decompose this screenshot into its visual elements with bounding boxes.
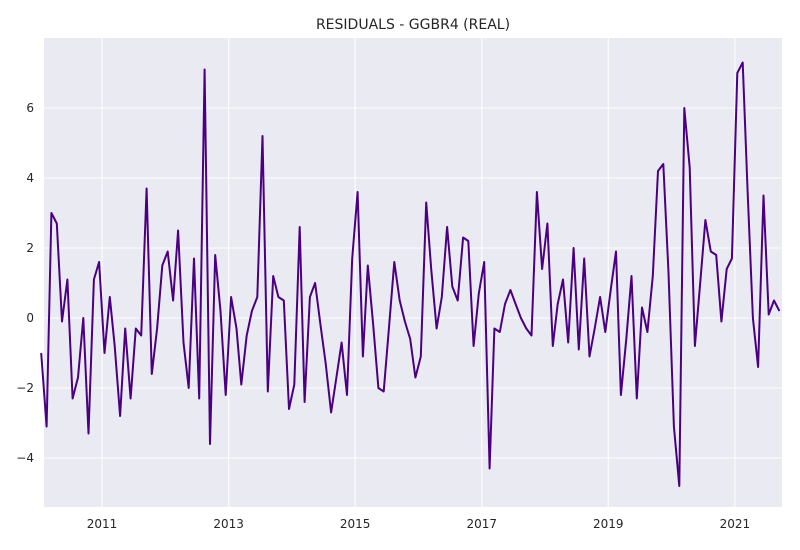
x-axis-ticks: 2011 2013 2015 2017 2019 2021 [87,517,750,531]
x-tick-label: 2015 [340,517,371,531]
x-tick-label: 2019 [593,517,624,531]
x-tick-label: 2021 [720,517,751,531]
y-tick-label: −2 [16,381,34,395]
chart-title: RESIDUALS - GGBR4 (REAL) [316,17,510,33]
series-line [40,61,781,487]
y-tick-label: 2 [26,241,34,255]
gridlines [44,38,782,507]
y-tick-label: −4 [16,451,34,465]
x-tick-label: 2011 [87,517,118,531]
plot-area [44,38,782,507]
y-axis-ticks: −4 −2 0 2 4 6 [16,101,34,465]
x-tick-label: 2017 [467,517,498,531]
x-tick-label: 2013 [213,517,244,531]
y-tick-label: 0 [26,311,34,325]
y-tick-label: 4 [26,171,34,185]
y-tick-label: 6 [26,101,34,115]
